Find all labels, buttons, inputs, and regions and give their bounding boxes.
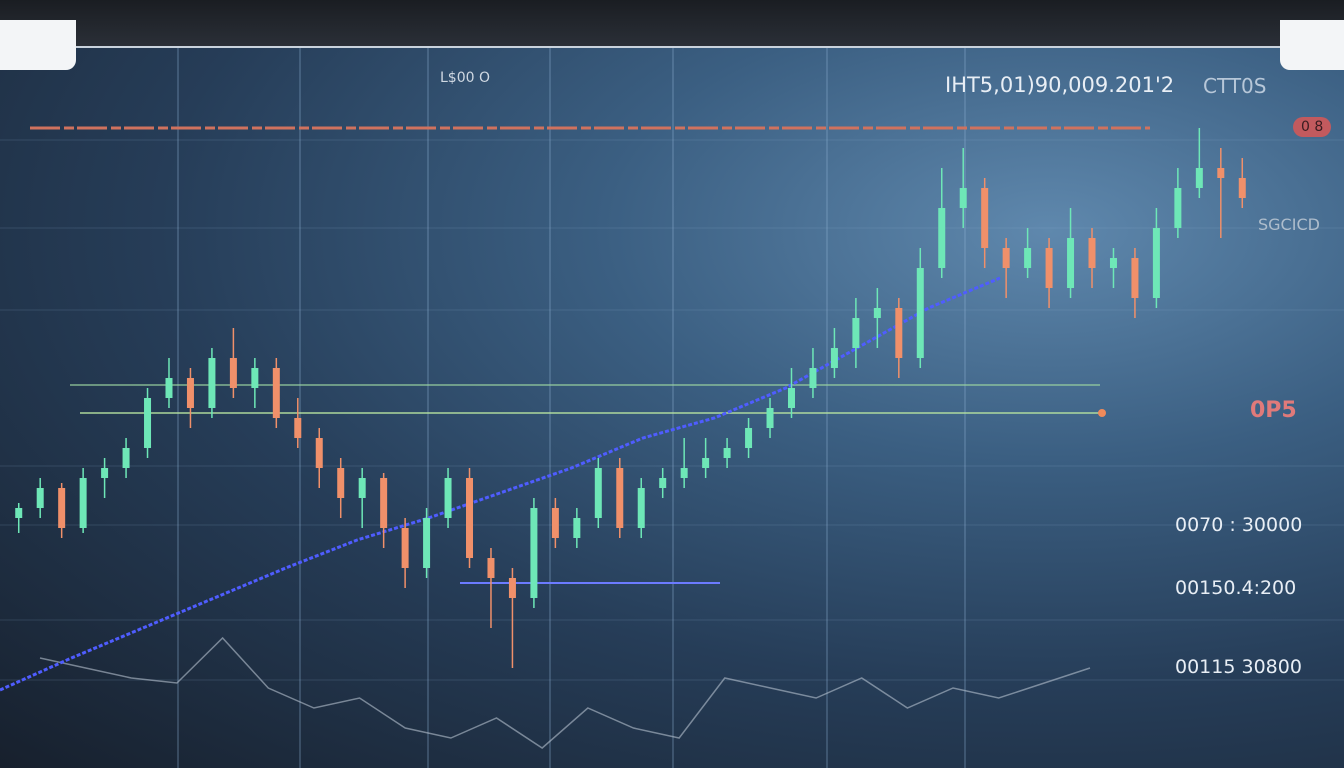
candle-body: [186, 378, 194, 408]
candle-body: [294, 418, 302, 438]
candle-body: [229, 358, 237, 388]
frame-corner-left: [0, 20, 76, 70]
candle-body: [852, 318, 860, 348]
candle-body: [659, 478, 667, 488]
candle-body: [1195, 168, 1203, 188]
candle-body: [594, 468, 602, 518]
candle-body: [380, 478, 388, 528]
price-label-3: 00115 30800: [1175, 656, 1302, 678]
candle-body: [165, 378, 173, 398]
candle-body: [1088, 238, 1096, 268]
candle-body: [36, 488, 44, 508]
candle-body: [938, 208, 946, 268]
candle-body: [723, 448, 731, 458]
candle-body: [766, 408, 774, 428]
candle-body: [1174, 188, 1182, 228]
candle-body: [508, 578, 516, 598]
candle-body: [916, 268, 924, 358]
candle-body: [79, 478, 87, 528]
candle-body: [208, 358, 216, 408]
candle-body: [444, 478, 452, 518]
reference-marker: [1098, 409, 1106, 417]
candle-body: [1238, 178, 1246, 198]
candle-body: [895, 308, 903, 358]
lower-line-series: [39, 636, 1091, 749]
candle-body: [122, 448, 130, 468]
candle-body: [551, 508, 559, 538]
price-label-2: 00150.4:200: [1175, 577, 1297, 599]
candle-body: [1024, 248, 1032, 268]
top-bar: [0, 0, 1344, 48]
candle-body: [680, 468, 688, 478]
candle-body: [315, 438, 323, 468]
candle-body: [530, 508, 538, 598]
candle-body: [702, 458, 710, 468]
candle-body: [1109, 258, 1117, 268]
header-right-code: CTT0S: [1203, 74, 1267, 98]
frame-corner-right: [1280, 20, 1344, 70]
candle-body: [745, 428, 753, 448]
header-left-label: L$00 O: [440, 70, 490, 86]
candle-body: [830, 348, 838, 368]
candle-body: [809, 368, 817, 388]
moving-average-line: [0, 276, 1001, 692]
candle-body: [144, 398, 152, 448]
candle-body: [1067, 238, 1075, 288]
candle-body: [466, 478, 474, 558]
price-label-1: 0070 : 30000: [1175, 514, 1303, 536]
candle-body: [1217, 168, 1225, 178]
candle-body: [787, 388, 795, 408]
candle-body: [637, 488, 645, 528]
candle-body: [959, 188, 967, 208]
candle-body: [272, 368, 280, 418]
candle-body: [981, 188, 989, 248]
candle-body: [58, 488, 66, 528]
candle-body: [101, 468, 109, 478]
candle-body: [358, 478, 366, 498]
candle-body: [1131, 258, 1139, 298]
candle-body: [487, 558, 495, 578]
header-right-label: IHT5,01)90,009.201'2: [945, 73, 1175, 97]
candle-body: [573, 518, 581, 538]
candle-body: [1152, 228, 1160, 298]
candle-body: [423, 518, 431, 568]
candle-body: [337, 468, 345, 498]
candle-body: [873, 308, 881, 318]
candle-body: [251, 368, 259, 388]
candle-body: [616, 468, 624, 528]
mid-badge: 0P5: [1250, 398, 1297, 423]
candle-body: [15, 508, 23, 518]
candle-body: [1045, 248, 1053, 288]
side-label: SGCICD: [1258, 215, 1320, 234]
top-badge: 0 8: [1293, 117, 1332, 137]
candle-body: [1002, 248, 1010, 268]
candle-body: [401, 528, 409, 568]
